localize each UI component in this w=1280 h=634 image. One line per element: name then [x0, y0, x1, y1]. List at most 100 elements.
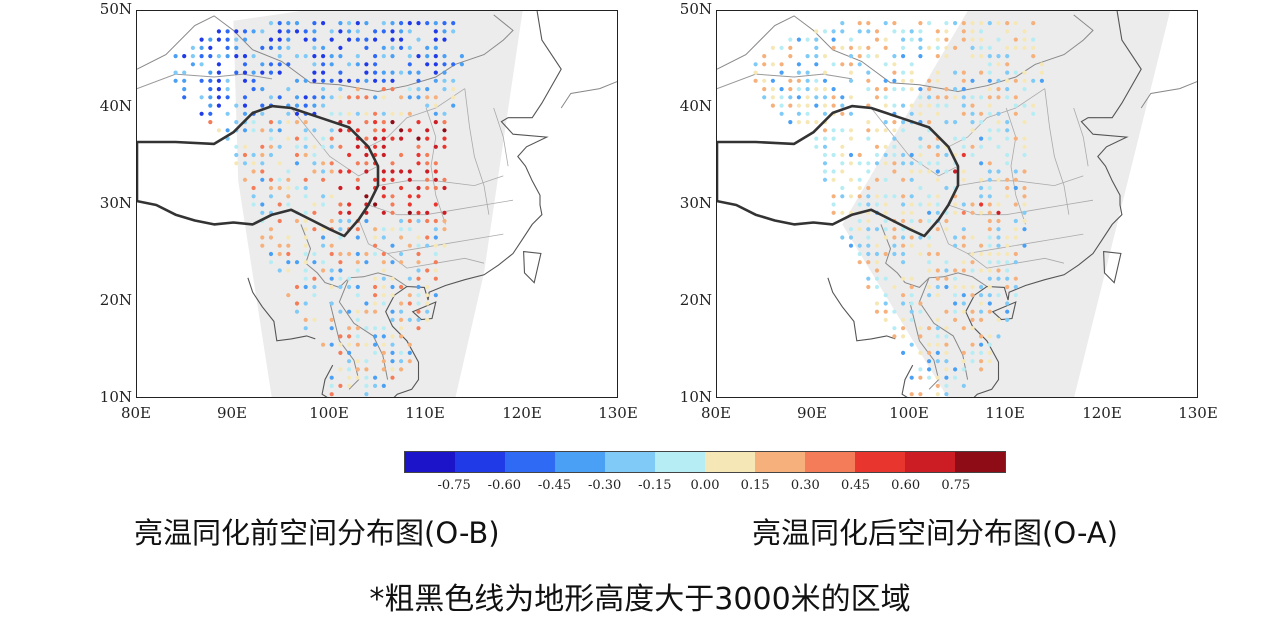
observation-dot [338, 54, 343, 59]
observation-dot [416, 152, 421, 158]
observation-dot [909, 202, 914, 207]
observation-dot [953, 21, 958, 26]
observation-dot [866, 260, 871, 265]
colorbar-swatch [655, 452, 705, 472]
observation-dot [381, 78, 386, 83]
observation-dot [909, 70, 914, 75]
observation-dot [944, 326, 949, 331]
observation-dot [425, 235, 430, 240]
observation-dot [840, 62, 845, 67]
observation-dot [416, 37, 421, 42]
observation-dot [840, 29, 845, 34]
observation-dot [979, 136, 984, 141]
province-border [425, 107, 446, 225]
observation-dot [866, 169, 871, 174]
observation-dot [303, 54, 308, 59]
lat-tick-label: 40N [99, 97, 132, 115]
observation-dot [979, 210, 984, 215]
observation-dot [277, 218, 282, 224]
coastline [965, 11, 1142, 397]
observation-dot [927, 218, 932, 224]
observation-dot [866, 276, 871, 281]
observation-dot [892, 21, 897, 26]
observation-dot [329, 161, 334, 166]
observation-dot [987, 169, 992, 174]
observation-dot [901, 334, 906, 339]
observation-dot [373, 350, 378, 355]
observation-dot [242, 103, 248, 108]
observation-dot [970, 29, 975, 34]
observation-dot [979, 45, 984, 51]
observation-dot [312, 21, 317, 26]
observation-dot [329, 78, 334, 83]
observation-dot [822, 95, 828, 100]
observation-dot [866, 227, 871, 232]
observation-dot [944, 29, 949, 34]
observation-dot [286, 268, 291, 273]
coastline [901, 364, 914, 397]
observation-dot [883, 95, 888, 100]
observation-dot [892, 120, 897, 125]
observation-dot [996, 260, 1001, 265]
observation-dot [901, 128, 906, 133]
observation-dot [779, 111, 784, 116]
observation-dot [848, 243, 854, 248]
observation-dot [251, 78, 256, 83]
observation-dot [260, 70, 265, 75]
observation-dot [883, 78, 888, 83]
observation-dot [286, 194, 291, 199]
observation-dot [883, 251, 888, 257]
observation-dot [935, 54, 940, 59]
observation-dot [961, 260, 966, 265]
observation-dot [364, 375, 369, 380]
observation-dot [321, 194, 326, 199]
observation-dot [347, 334, 352, 339]
observation-dot [451, 78, 456, 83]
observation-dot [381, 260, 386, 265]
observation-dot [814, 45, 819, 51]
observation-dot [381, 350, 386, 355]
observation-dot [927, 210, 932, 215]
observation-dot [390, 177, 395, 182]
observation-dot [1005, 268, 1010, 273]
observation-dot [1013, 169, 1018, 174]
observation-dot [987, 251, 992, 257]
observation-dot [338, 284, 343, 290]
observation-dot [987, 359, 992, 364]
observation-dot [918, 54, 923, 59]
observation-dot [909, 87, 914, 92]
observation-dot [901, 276, 906, 281]
observation-dot [874, 260, 880, 265]
colorbar-label: -0.30 [587, 478, 622, 493]
observation-dot [329, 218, 334, 224]
observation-dot [260, 169, 265, 174]
observation-dot [927, 342, 932, 347]
lat-tick-label: 10N [99, 388, 132, 406]
observation-dot [260, 128, 265, 133]
observation-dot [953, 202, 958, 207]
observation-dot [433, 29, 438, 34]
observation-dot [399, 309, 404, 314]
observation-dot [364, 260, 369, 265]
observation-dot [883, 210, 888, 215]
observation-dot [286, 260, 291, 265]
observation-dot [779, 70, 784, 75]
observation-dot [883, 202, 888, 207]
observation-dot [355, 268, 360, 273]
observation-dot [1005, 194, 1010, 199]
observation-dot [927, 95, 932, 100]
province-border [1044, 88, 1070, 215]
observation-dot [927, 161, 932, 166]
observation-dot [822, 161, 828, 166]
observation-dot [329, 375, 334, 380]
observation-dot [347, 326, 352, 331]
observation-dot [762, 62, 767, 67]
observation-dot [260, 62, 265, 67]
observation-dot [321, 21, 326, 26]
observation-dot [303, 317, 308, 322]
observation-dot [909, 29, 914, 34]
observation-dot [416, 268, 421, 273]
observation-dot [944, 367, 949, 372]
observation-dot [347, 111, 352, 116]
observation-dot [901, 152, 906, 158]
